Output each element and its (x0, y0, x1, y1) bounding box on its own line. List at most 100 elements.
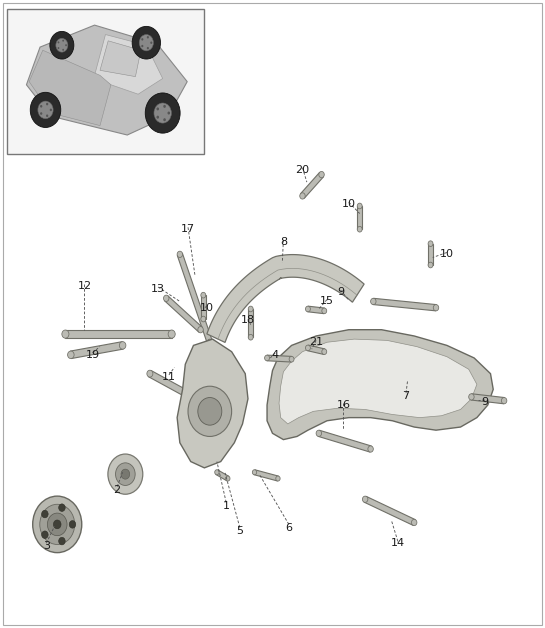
Circle shape (198, 398, 222, 425)
Circle shape (50, 109, 52, 111)
Text: 10: 10 (342, 199, 356, 209)
Polygon shape (216, 470, 229, 481)
Circle shape (201, 292, 206, 298)
Circle shape (68, 351, 74, 359)
Circle shape (56, 38, 68, 52)
Text: 19: 19 (86, 350, 100, 360)
Circle shape (53, 520, 61, 529)
Polygon shape (254, 470, 278, 481)
Text: 6: 6 (286, 522, 292, 533)
Circle shape (198, 327, 203, 333)
Polygon shape (267, 355, 292, 362)
Circle shape (147, 47, 149, 50)
Circle shape (46, 114, 49, 117)
Text: 14: 14 (391, 538, 405, 548)
Text: 4: 4 (271, 350, 279, 360)
Text: 3: 3 (43, 541, 50, 551)
Circle shape (168, 330, 175, 338)
Polygon shape (201, 295, 205, 319)
Polygon shape (267, 330, 493, 440)
Text: 2: 2 (113, 485, 121, 495)
Text: 21: 21 (309, 337, 323, 347)
Polygon shape (165, 296, 202, 332)
Circle shape (362, 496, 368, 502)
Polygon shape (249, 309, 253, 337)
Text: 10: 10 (200, 303, 214, 313)
Circle shape (141, 38, 143, 41)
Circle shape (41, 531, 48, 538)
Circle shape (201, 316, 206, 322)
Circle shape (371, 298, 376, 305)
Text: 7: 7 (402, 391, 410, 401)
Circle shape (322, 349, 326, 355)
Circle shape (145, 93, 180, 133)
Text: 16: 16 (336, 400, 350, 410)
Text: 11: 11 (162, 372, 176, 382)
Circle shape (177, 251, 183, 257)
Polygon shape (279, 339, 477, 424)
Circle shape (62, 49, 64, 51)
Circle shape (167, 112, 170, 114)
Polygon shape (301, 172, 323, 198)
Polygon shape (471, 394, 504, 404)
Text: 20: 20 (295, 165, 310, 175)
Circle shape (116, 463, 135, 485)
Circle shape (322, 308, 326, 314)
Circle shape (33, 496, 82, 553)
Circle shape (41, 511, 48, 518)
Circle shape (164, 118, 166, 121)
Text: 13: 13 (151, 284, 165, 294)
Polygon shape (29, 50, 111, 126)
Circle shape (59, 538, 65, 545)
Text: 5: 5 (237, 526, 243, 536)
Circle shape (319, 171, 324, 178)
Circle shape (358, 226, 362, 232)
Circle shape (215, 470, 219, 475)
Circle shape (40, 105, 43, 107)
Circle shape (316, 430, 322, 436)
Polygon shape (149, 371, 203, 405)
Circle shape (65, 44, 67, 46)
Polygon shape (100, 41, 141, 77)
Circle shape (62, 40, 64, 41)
Circle shape (40, 504, 75, 544)
Polygon shape (177, 339, 248, 468)
Polygon shape (358, 206, 362, 229)
Text: 1: 1 (223, 501, 229, 511)
Circle shape (358, 203, 362, 208)
Circle shape (47, 513, 67, 536)
Circle shape (141, 45, 143, 47)
Polygon shape (70, 342, 123, 359)
Polygon shape (65, 330, 172, 338)
Circle shape (147, 371, 153, 377)
Circle shape (249, 334, 253, 340)
Text: 12: 12 (77, 281, 92, 291)
Circle shape (69, 521, 76, 528)
Circle shape (121, 469, 130, 479)
Polygon shape (27, 25, 187, 135)
Circle shape (108, 454, 143, 494)
Polygon shape (207, 254, 364, 342)
Circle shape (428, 263, 433, 268)
Circle shape (140, 35, 154, 51)
Circle shape (199, 399, 205, 406)
Text: 10: 10 (440, 249, 454, 259)
Circle shape (433, 305, 439, 311)
Text: 17: 17 (181, 224, 195, 234)
Circle shape (164, 105, 166, 108)
Text: 18: 18 (241, 315, 255, 325)
Polygon shape (308, 306, 324, 313)
Circle shape (40, 112, 43, 115)
Circle shape (305, 345, 310, 350)
Circle shape (59, 504, 65, 511)
Circle shape (411, 519, 417, 526)
Polygon shape (364, 496, 415, 526)
Circle shape (46, 103, 49, 106)
Circle shape (501, 398, 507, 404)
Circle shape (207, 339, 213, 345)
Polygon shape (307, 345, 325, 354)
Circle shape (119, 342, 126, 349)
Circle shape (58, 47, 59, 49)
Circle shape (368, 446, 373, 452)
Polygon shape (95, 35, 163, 94)
